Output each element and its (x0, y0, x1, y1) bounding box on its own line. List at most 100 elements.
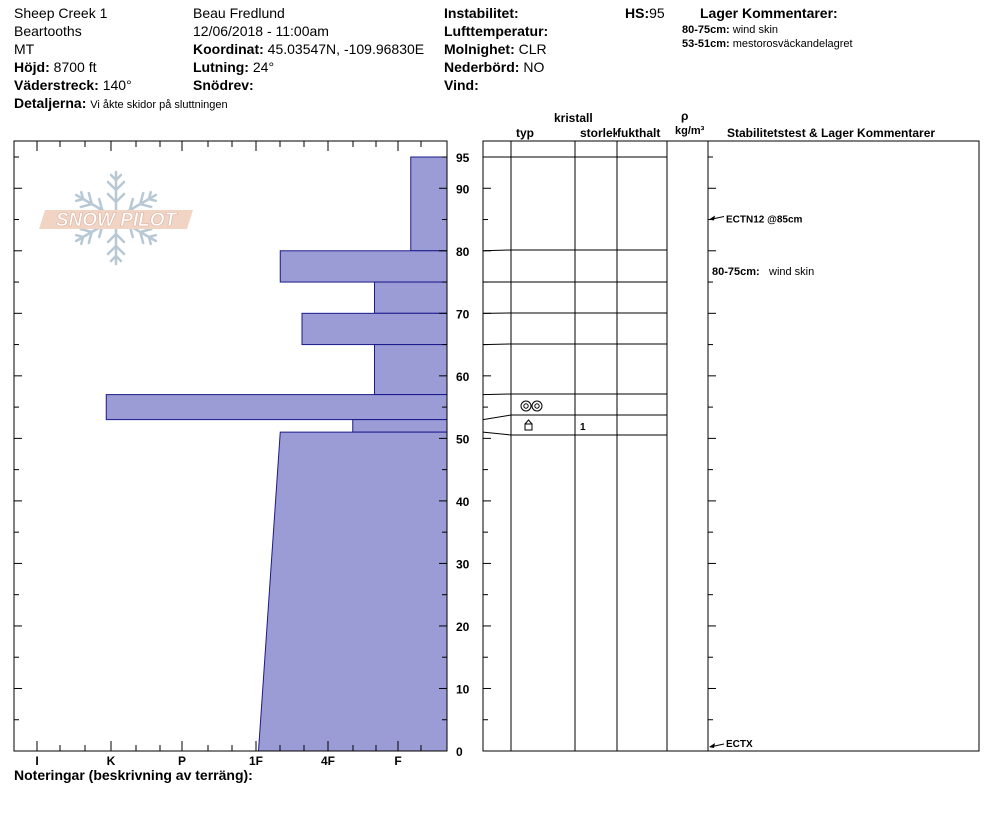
layer-comment-2-range: 53-51cm: (682, 38, 730, 50)
profile-comment-text: wind skin (768, 266, 814, 278)
y-tick-label-80: 80 (456, 245, 470, 259)
logo-text: SNOW PILOT (56, 210, 178, 231)
location-name: Sheep Creek 1 (14, 5, 108, 21)
details-value: Vi åkte skidor på sluttningen (90, 99, 228, 111)
coordinate-value: 45.03547N, -109.96830E (267, 41, 425, 57)
depth-connector (482, 393, 512, 396)
hs-row: HS:95 (625, 5, 665, 21)
y-tick-label-90: 90 (456, 182, 470, 196)
hardness-axis: I K P 1F 4F F (35, 141, 422, 768)
layer-symbols: 1 (520, 400, 586, 433)
x-tick-label-1F: 1F (249, 754, 263, 768)
details-row: Detaljerna: Vi åkte skidor på sluttninge… (14, 95, 228, 112)
sky-row: Molnighet: CLR (444, 41, 547, 57)
layer-table-frame (482, 140, 980, 752)
y-tick-label-70: 70 (456, 307, 470, 321)
type-header: typ (516, 126, 534, 140)
size-header: storlek (580, 126, 617, 140)
hardness-bars (105, 156, 448, 752)
elevation-row: Höjd: 8700 ft (14, 59, 96, 75)
depth-connector (482, 431, 512, 436)
state: MT (14, 41, 35, 57)
stability-tests: ECTN12 @85cm ECTX 80-75cm: wind skin (709, 215, 814, 750)
layer-comments-title: Lager Kommentarer: (700, 5, 838, 21)
sky-value: CLR (518, 41, 547, 57)
snowdrift-label: Snödrev: (193, 77, 254, 93)
hardness-bar-5 (374, 344, 448, 396)
surface-hoar-ring-2 (531, 400, 543, 412)
faceted-crystal-icon (524, 419, 533, 431)
layer-comment-2: 53-51cm: mestorosväckandelagret (682, 38, 853, 51)
precip-value: NO (523, 59, 545, 75)
layer-comment-1-text: wind skin (732, 24, 779, 36)
crystal-size-value: 1 (580, 422, 586, 433)
y-tick-label-50: 50 (456, 432, 470, 446)
surface-hoar-ring-1 (520, 400, 532, 412)
sky-label: Molnighet: (444, 41, 515, 57)
y-tick-label-30: 30 (456, 557, 470, 571)
surface-hoar-dot-2 (534, 403, 540, 409)
slope-value: 24° (252, 59, 275, 75)
depth-connector (482, 414, 512, 421)
hardness-bar-3 (374, 281, 448, 314)
hardness-bar-1 (410, 156, 448, 252)
surface-hoar-dot-1 (523, 403, 529, 409)
observer-name: Beau Fredlund (193, 5, 285, 21)
density-unit-header: kg/m³ (675, 125, 705, 137)
coordinate-label: Koordinat: (193, 41, 264, 57)
faceted-box (524, 423, 533, 431)
hardness-bar-7 (352, 419, 448, 433)
aspect-row: Väderstreck: 140° (14, 77, 132, 93)
x-tick-label-I: I (35, 754, 38, 768)
coordinate-row: Koordinat: 45.03547N, -109.96830E (193, 41, 424, 57)
faceted-roof (524, 419, 533, 425)
hardness-bar-6 (105, 394, 448, 421)
y-tick-label-60: 60 (456, 370, 470, 384)
depth-axis: 0 10 20 30 40 50 60 70 80 90 95 (14, 151, 716, 759)
observation-datetime: 12/06/2018 - 11:00am (193, 23, 329, 39)
elevation-value: 8700 ft (53, 59, 97, 75)
profile-comment-range: 80-75cm: (712, 266, 760, 278)
y-tick-label-95: 95 (456, 151, 470, 165)
hardness-bar-2 (279, 250, 448, 283)
aspect-value: 140° (102, 77, 132, 93)
aspect-label: Väderstreck: (14, 77, 99, 93)
x-tick-label-4F: 4F (321, 754, 335, 768)
y-tick-label-0: 0 (456, 745, 463, 759)
hardness-bar-8 (257, 431, 448, 752)
stability-arrow-icon (709, 215, 715, 221)
instability-label: Instabilitet: (444, 5, 519, 21)
stability-test-2-label: ECTX (726, 739, 753, 750)
mountain-range: Beartooths (14, 23, 82, 39)
stability-arrow-icon (709, 743, 715, 748)
moisture-header: fukthalt (617, 126, 661, 140)
layer-comment-2-text: mestorosväckandelagret (732, 38, 853, 50)
stability-test-2-marker (709, 743, 725, 748)
x-tick-label-F: F (394, 754, 401, 768)
details-label: Detaljerna: (14, 95, 87, 111)
hs-label: HS: (625, 5, 650, 21)
layer-table-rows (482, 156, 667, 436)
x-tick-label-P: P (178, 754, 186, 768)
y-tick-label-20: 20 (456, 620, 470, 634)
stability-test-1-marker (709, 215, 725, 221)
airtemp-label: Lufttemperatur: (444, 23, 549, 39)
notes-label: Noteringar (beskrivning av terräng): (14, 767, 253, 783)
layer-comment-1-range: 80-75cm: (682, 24, 730, 36)
layer-comment-1: 80-75cm: wind skin (682, 24, 778, 37)
x-tick-label-K: K (107, 754, 116, 768)
slope-label: Lutning: (193, 59, 249, 75)
stability-header: Stabilitetstest & Lager Kommentarer (727, 126, 936, 140)
crystal-header: kristall (554, 111, 593, 125)
depth-connector (482, 343, 512, 346)
precip-label: Nederbörd: (444, 59, 520, 75)
elevation-label: Höjd: (14, 59, 50, 75)
precip-row: Nederbörd: NO (444, 59, 544, 75)
hardness-bar-4 (301, 312, 448, 346)
depth-connector (482, 249, 512, 252)
slope-row: Lutning: 24° (193, 59, 274, 75)
snow-pilot-logo: SNOW PILOT (39, 210, 193, 231)
y-tick-label-10: 10 (456, 682, 470, 696)
density-rho-header: ρ (681, 109, 689, 123)
y-tick-label-40: 40 (456, 495, 470, 509)
